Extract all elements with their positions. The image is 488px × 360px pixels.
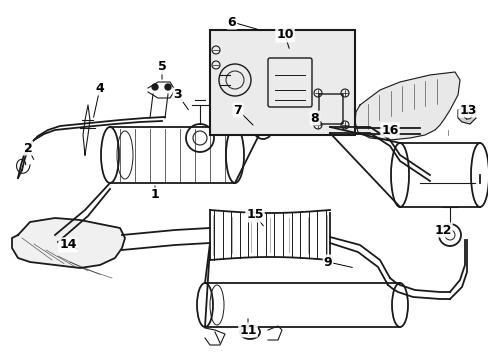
Text: 3: 3	[173, 89, 182, 102]
Text: 7: 7	[233, 104, 242, 117]
Text: 8: 8	[310, 112, 319, 125]
Text: 12: 12	[433, 224, 451, 237]
FancyBboxPatch shape	[209, 30, 354, 135]
Text: 5: 5	[157, 60, 166, 73]
Polygon shape	[12, 218, 125, 268]
Circle shape	[463, 111, 471, 119]
Polygon shape	[457, 104, 475, 124]
Text: 14: 14	[59, 238, 77, 252]
Text: 1: 1	[150, 189, 159, 202]
Circle shape	[152, 84, 158, 90]
Text: 9: 9	[323, 256, 332, 269]
Text: 2: 2	[23, 141, 32, 154]
Text: 4: 4	[96, 81, 104, 94]
Text: 13: 13	[458, 104, 476, 117]
Text: 11: 11	[239, 324, 256, 337]
Polygon shape	[354, 72, 459, 140]
Text: 6: 6	[227, 15, 236, 28]
Text: 10: 10	[276, 28, 293, 41]
Text: 15: 15	[246, 208, 263, 221]
Circle shape	[164, 84, 171, 90]
Text: 16: 16	[381, 123, 398, 136]
